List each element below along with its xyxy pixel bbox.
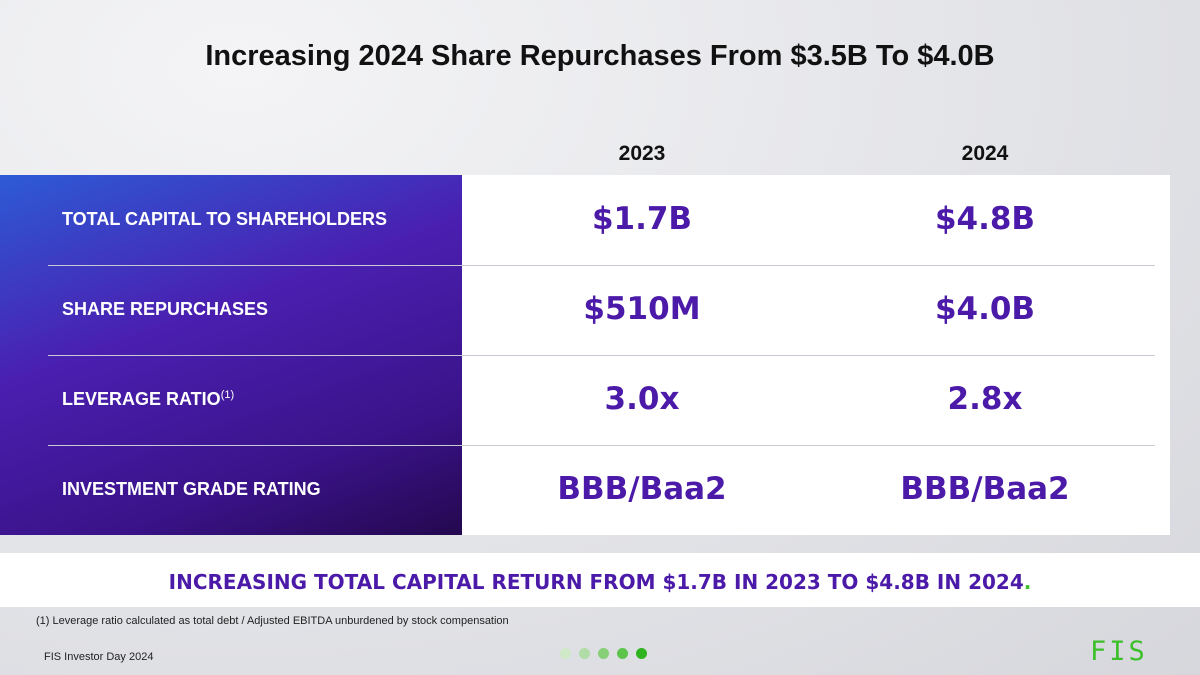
row-label: LEVERAGE RATIO(1)	[62, 389, 234, 410]
progress-dot	[598, 648, 609, 659]
logo: FIS	[1090, 636, 1148, 667]
footer-text: FIS Investor Day 2024	[44, 651, 154, 663]
row-separator	[48, 445, 1155, 446]
row-label-text: INVESTMENT GRADE RATING	[62, 479, 321, 499]
footnote: (1) Leverage ratio calculated as total d…	[36, 615, 509, 627]
title: Increasing 2024 Share Repurchases From $…	[205, 40, 995, 72]
row-label: TOTAL CAPITAL TO SHAREHOLDERS	[62, 209, 387, 230]
row-label: INVESTMENT GRADE RATING	[62, 479, 321, 500]
footnote-marker: (1)	[220, 389, 235, 401]
cell-value: 2.8x	[947, 381, 1023, 417]
banner-period: .	[1023, 570, 1032, 594]
row-label-text: SHARE REPURCHASES	[62, 299, 269, 319]
row-label-text: LEVERAGE RATIO	[62, 389, 221, 409]
cell-value: 3.0x	[604, 381, 680, 417]
banner-text: INCREASING TOTAL CAPITAL RETURN FROM $1.…	[168, 570, 1024, 594]
cell-value: $510M	[583, 291, 701, 327]
row-label: SHARE REPURCHASES	[62, 299, 268, 320]
cell-value: $1.7B	[591, 201, 693, 237]
cell-value: BBB/Baa2	[557, 471, 727, 507]
progress-dot	[579, 648, 590, 659]
row-label-text: TOTAL CAPITAL TO SHAREHOLDERS	[62, 209, 388, 229]
progress-dot	[617, 648, 628, 659]
cell-value: BBB/Baa2	[900, 471, 1070, 507]
column-header: 2024	[961, 142, 1009, 165]
progress-dot	[560, 648, 571, 659]
cell-value: $4.0B	[934, 291, 1036, 327]
banner: INCREASING TOTAL CAPITAL RETURN FROM $1.…	[0, 570, 1200, 594]
cell-value: $4.8B	[934, 201, 1036, 237]
column-header: 2023	[618, 142, 666, 165]
progress-dot	[636, 648, 647, 659]
row-separator	[48, 355, 1155, 356]
row-separator	[48, 265, 1155, 266]
banner-band	[0, 553, 1200, 607]
